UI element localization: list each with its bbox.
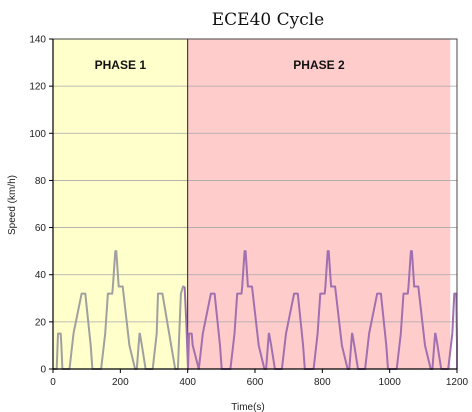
x-tick-label-5: 1000 (379, 377, 402, 388)
y-tick-label-7: 140 (29, 35, 46, 46)
chart-title: ECE40 Cycle (212, 10, 325, 30)
x-axis-label: Time(s) (231, 402, 265, 412)
y-axis-label: Speed (km/h) (7, 175, 18, 235)
phase-label-1: PHASE 1 (95, 58, 147, 72)
x-tick-label-3: 600 (247, 377, 264, 388)
phase-label-2: PHASE 2 (293, 58, 345, 72)
y-tick-label-1: 20 (35, 317, 47, 328)
y-tick-label-4: 80 (35, 176, 47, 187)
y-tick-label-2: 40 (35, 270, 47, 281)
y-tick-label-0: 0 (40, 365, 46, 376)
x-tick-label-6: 1200 (446, 377, 469, 388)
x-tick-label-4: 800 (314, 377, 331, 388)
series-line-2 (183, 250, 458, 370)
x-tick-label-0: 0 (50, 377, 56, 388)
y-tick-label-3: 60 (35, 223, 47, 234)
x-tick-label-2: 400 (179, 377, 196, 388)
y-tick-label-5: 100 (29, 129, 46, 140)
y-tick-label-6: 120 (29, 82, 46, 93)
series-line-1 (53, 250, 185, 370)
x-tick-label-1: 200 (112, 377, 129, 388)
